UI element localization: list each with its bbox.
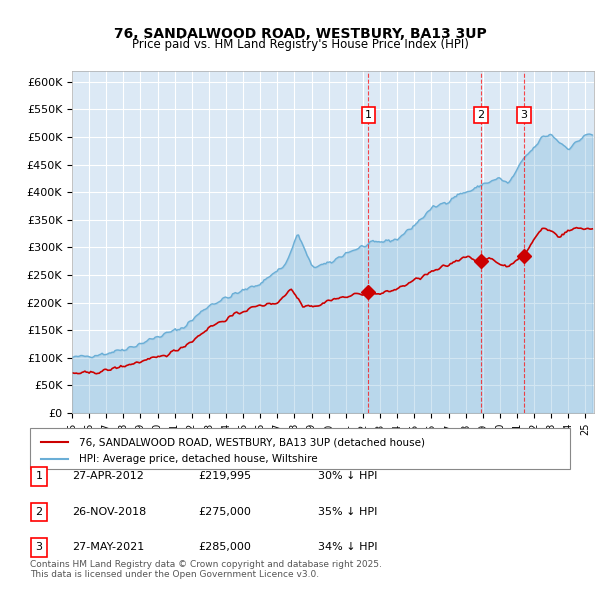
Text: HPI: Average price, detached house, Wiltshire: HPI: Average price, detached house, Wilt… (79, 454, 317, 464)
Text: £219,995: £219,995 (198, 471, 251, 481)
FancyBboxPatch shape (31, 503, 47, 521)
Text: 76, SANDALWOOD ROAD, WESTBURY, BA13 3UP: 76, SANDALWOOD ROAD, WESTBURY, BA13 3UP (113, 27, 487, 41)
FancyBboxPatch shape (31, 467, 47, 486)
Text: Price paid vs. HM Land Registry's House Price Index (HPI): Price paid vs. HM Land Registry's House … (131, 38, 469, 51)
FancyBboxPatch shape (31, 538, 47, 556)
Text: 27-MAY-2021: 27-MAY-2021 (72, 542, 144, 552)
Text: 35% ↓ HPI: 35% ↓ HPI (318, 507, 377, 516)
Text: 1: 1 (35, 471, 43, 481)
Text: 1: 1 (365, 110, 372, 120)
FancyBboxPatch shape (30, 428, 570, 469)
Text: 27-APR-2012: 27-APR-2012 (72, 471, 144, 481)
Text: 30% ↓ HPI: 30% ↓ HPI (318, 471, 377, 481)
Text: 3: 3 (520, 110, 527, 120)
Text: Contains HM Land Registry data © Crown copyright and database right 2025.
This d: Contains HM Land Registry data © Crown c… (30, 560, 382, 579)
Text: £285,000: £285,000 (198, 542, 251, 552)
Text: 26-NOV-2018: 26-NOV-2018 (72, 507, 146, 516)
Text: 34% ↓ HPI: 34% ↓ HPI (318, 542, 377, 552)
Text: £275,000: £275,000 (198, 507, 251, 516)
Text: 2: 2 (478, 110, 485, 120)
Text: 3: 3 (35, 542, 43, 552)
Text: 2: 2 (35, 507, 43, 517)
Text: 76, SANDALWOOD ROAD, WESTBURY, BA13 3UP (detached house): 76, SANDALWOOD ROAD, WESTBURY, BA13 3UP … (79, 437, 425, 447)
